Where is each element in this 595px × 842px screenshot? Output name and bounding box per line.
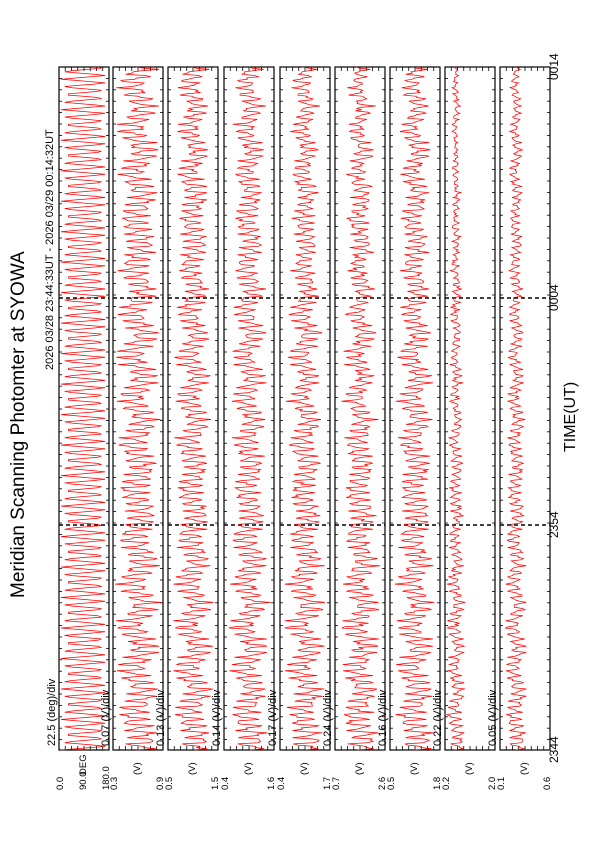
y-tick-label: 0.3 [109, 776, 120, 790]
chart-title: Meridian Scanning Photomter at SYOWA [8, 251, 29, 598]
y-unit-label: (V) [299, 762, 310, 775]
x-tick-label: 0014 [547, 53, 561, 80]
panel-scale-label: 0.07 (V)/div [100, 689, 112, 746]
chart-subtitle: 2026 03/28 23:44:33UT - 2026 03/29 00:14… [44, 129, 56, 370]
y-tick-label: 0.6 [542, 776, 553, 790]
y-tick-label: 0.0 [55, 776, 66, 790]
y-unit-label: (V) [409, 762, 420, 775]
series-line [505, 66, 527, 751]
panel-scale-label: 22.5 (deg)/div [46, 678, 58, 746]
panel-scale-label: 0.16 (V)/div [377, 689, 389, 746]
y-tick-label: 0.5 [164, 776, 175, 790]
x-tick-label: 0004 [547, 284, 561, 311]
series-line [445, 66, 466, 751]
y-unit-label: DEG [78, 754, 89, 775]
panel-scale-label: 0.22 (V)/div [432, 689, 444, 746]
series-line [173, 66, 214, 751]
panel-scale-label: 0.24 (V)/div [322, 689, 334, 746]
panel-scale-label: 0.05 (V)/div [487, 689, 499, 746]
y-unit-label: (V) [243, 762, 254, 775]
y-tick-label: 0.1 [496, 776, 507, 790]
y-tick-label: 0.4 [276, 776, 287, 790]
y-unit-label: (V) [132, 762, 143, 775]
panel-scale-label: 0.14 (V)/div [211, 689, 223, 746]
panel-scale-label: 0.17 (V)/div [267, 689, 279, 746]
series-line [341, 66, 381, 751]
y-unit-label: (V) [354, 762, 365, 775]
x-tick-label: 2344 [547, 736, 561, 763]
series-line [228, 66, 271, 751]
panel-frame [499, 66, 551, 751]
x-axis-label: TIME(UT) [562, 381, 579, 452]
y-tick-label: 0.4 [220, 776, 231, 790]
y-tick-label: 0.7 [331, 776, 342, 790]
y-tick-label: 0.5 [386, 776, 397, 790]
series-line [284, 66, 326, 751]
x-tick-label: 2354 [547, 511, 561, 538]
y-unit-label: (V) [519, 762, 530, 775]
series-line [394, 66, 435, 751]
series-line [60, 66, 106, 751]
series-line [114, 66, 162, 751]
panel-frame [444, 66, 496, 751]
panel-scale-label: 0.13 (V)/div [155, 689, 167, 746]
y-unit-label: (V) [187, 762, 198, 775]
y-tick-label: 0.2 [441, 776, 452, 790]
y-unit-label: (V) [464, 762, 475, 775]
panel-frame [112, 66, 164, 751]
panel-frame [279, 66, 331, 751]
